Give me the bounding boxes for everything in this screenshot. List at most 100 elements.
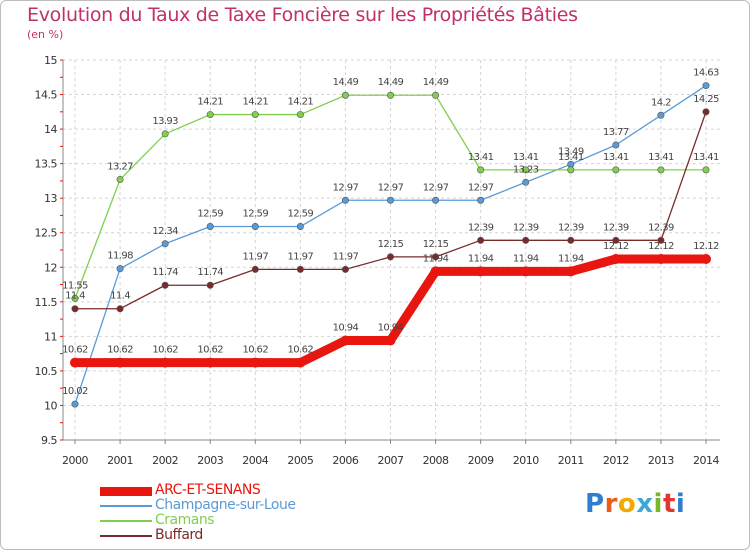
data-point xyxy=(296,111,304,119)
data-point xyxy=(702,166,710,174)
logo-letter: r xyxy=(604,489,618,519)
data-label: 14.21 xyxy=(288,97,314,108)
data-point xyxy=(71,294,79,302)
data-label: 11.94 xyxy=(558,253,584,264)
y-tick-label: 12 xyxy=(44,261,57,274)
data-label: 12.15 xyxy=(378,239,404,250)
data-point xyxy=(161,240,169,248)
data-point xyxy=(657,166,665,174)
data-point xyxy=(341,91,349,99)
y-tick-label: 10 xyxy=(44,399,57,412)
data-label: 11.74 xyxy=(197,267,223,278)
data-point xyxy=(477,236,485,244)
x-tick-label: 2014 xyxy=(693,454,719,467)
x-tick-label: 2011 xyxy=(558,454,584,467)
data-label: 12.97 xyxy=(378,182,404,193)
chart-unit-label: (en %) xyxy=(27,28,64,41)
legend-swatch xyxy=(100,535,152,537)
x-tick-label: 2013 xyxy=(648,454,674,467)
data-label: 12.39 xyxy=(468,222,494,233)
logo-letter: x xyxy=(636,489,654,519)
data-point xyxy=(477,196,485,204)
data-label: 13.41 xyxy=(648,152,674,163)
data-point xyxy=(432,196,440,204)
data-point xyxy=(567,166,575,174)
data-label: 11.4 xyxy=(65,291,85,302)
data-point xyxy=(116,265,124,273)
data-point xyxy=(205,357,216,368)
y-tick-label: 13.5 xyxy=(35,158,58,171)
data-label: 11.55 xyxy=(62,280,88,291)
data-point xyxy=(341,196,349,204)
x-tick-label: 2007 xyxy=(378,454,404,467)
logo-letter: t xyxy=(662,489,676,519)
x-tick-label: 2004 xyxy=(242,454,268,467)
data-point xyxy=(251,265,259,273)
data-label: 10.62 xyxy=(62,345,88,356)
data-point xyxy=(116,305,124,313)
data-point xyxy=(385,335,396,346)
data-label: 12.12 xyxy=(648,241,674,252)
data-label: 12.97 xyxy=(333,182,359,193)
data-point xyxy=(702,82,710,90)
x-tick-label: 2003 xyxy=(197,454,223,467)
data-label: 12.97 xyxy=(468,182,494,193)
data-point xyxy=(386,196,394,204)
data-point xyxy=(71,400,79,408)
data-point xyxy=(610,253,621,264)
data-label: 11.97 xyxy=(333,251,359,262)
data-label: 10.62 xyxy=(242,345,268,356)
data-point xyxy=(161,281,169,289)
legend-label: ARC-ET-SENANS xyxy=(155,482,261,498)
data-label: 11.4 xyxy=(110,291,130,302)
legend-swatch xyxy=(100,505,152,507)
data-point xyxy=(520,266,531,277)
data-point xyxy=(701,253,711,264)
x-tick-label: 2001 xyxy=(107,454,133,467)
data-point xyxy=(612,141,620,149)
data-point xyxy=(206,281,214,289)
data-label: 13.49 xyxy=(558,146,584,157)
data-label: 12.15 xyxy=(423,239,449,250)
data-label: 12.12 xyxy=(693,241,719,252)
data-label: 13.27 xyxy=(107,162,133,173)
logo-letter: i xyxy=(675,489,686,519)
data-label: 14.25 xyxy=(693,94,719,105)
data-point xyxy=(657,236,665,244)
data-point xyxy=(657,111,665,119)
data-point xyxy=(430,266,441,277)
data-label: 14.63 xyxy=(693,68,719,79)
data-label: 11.94 xyxy=(423,253,449,264)
data-label: 11.74 xyxy=(152,267,178,278)
x-tick-label: 2008 xyxy=(423,454,449,467)
logo-letter: o xyxy=(617,489,637,519)
data-point xyxy=(296,265,304,273)
legend-label: Champagne-sur-Loue xyxy=(155,497,296,513)
data-point xyxy=(341,265,349,273)
data-point xyxy=(655,253,666,264)
data-label: 10.62 xyxy=(288,345,314,356)
data-point xyxy=(522,166,530,174)
data-point xyxy=(251,223,259,231)
data-label: 12.97 xyxy=(423,182,449,193)
data-label: 10.94 xyxy=(333,323,359,334)
data-label: 14.21 xyxy=(197,97,223,108)
data-point xyxy=(522,178,530,186)
data-label: 10.02 xyxy=(62,386,88,397)
data-point xyxy=(161,130,169,138)
data-label: 10.62 xyxy=(197,345,223,356)
data-point xyxy=(206,223,214,231)
data-label: 12.39 xyxy=(513,222,539,233)
data-point xyxy=(702,108,710,116)
data-point xyxy=(612,236,620,244)
data-point xyxy=(116,176,124,184)
x-tick-label: 2009 xyxy=(468,454,494,467)
data-label: 14.49 xyxy=(378,77,404,88)
data-label: 12.59 xyxy=(288,209,314,220)
data-label: 13.41 xyxy=(558,152,584,163)
legend-label: Buffard xyxy=(155,527,203,543)
data-label: 13.77 xyxy=(603,127,629,138)
y-tick-label: 10.5 xyxy=(35,365,58,378)
data-point xyxy=(386,253,394,261)
